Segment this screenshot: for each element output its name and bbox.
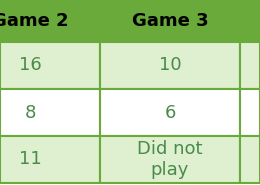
Text: Did not
play: Did not play	[137, 140, 203, 179]
Bar	[100, 136, 240, 183]
Bar	[240, 136, 260, 183]
Text: 10: 10	[159, 56, 181, 75]
Bar	[240, 0, 260, 42]
Text: 6: 6	[164, 103, 176, 122]
Bar	[0, 136, 100, 183]
Text: Game 3: Game 3	[132, 12, 208, 30]
Bar	[100, 89, 240, 136]
Bar	[100, 42, 240, 89]
Bar	[240, 89, 260, 136]
Text: 11: 11	[19, 151, 41, 169]
Bar	[0, 42, 100, 89]
Text: 16: 16	[19, 56, 41, 75]
Bar	[240, 42, 260, 89]
Text: 8: 8	[24, 103, 36, 122]
Bar	[0, 0, 100, 42]
Bar	[100, 0, 240, 42]
Text: Game 2: Game 2	[0, 12, 68, 30]
Bar	[0, 89, 100, 136]
